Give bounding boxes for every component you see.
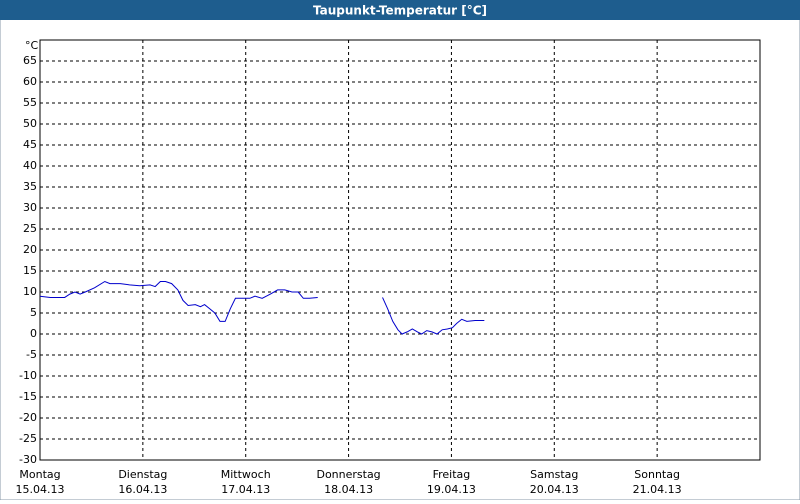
chart-title: Taupunkt-Temperatur [°C] — [313, 4, 487, 18]
y-tick-label: -10 — [19, 369, 37, 382]
y-tick-label: 45 — [23, 138, 37, 151]
y-tick-label: 55 — [23, 96, 37, 109]
y-unit: °C — [25, 39, 39, 52]
y-tick-label: 5 — [30, 306, 37, 319]
y-tick-label: -30 — [19, 453, 37, 466]
x-tick-label: Sonntag — [634, 468, 680, 481]
x-tick-label: Montag — [19, 468, 60, 481]
x-tick-label: Samstag — [530, 468, 578, 481]
x-tick-date: 16.04.13 — [118, 483, 167, 496]
x-tick-date: 17.04.13 — [221, 483, 270, 496]
x-tick-date: 20.04.13 — [530, 483, 579, 496]
x-tick-date: 15.04.13 — [16, 483, 65, 496]
x-tick-date: 18.04.13 — [324, 483, 373, 496]
y-tick-label: 0 — [30, 327, 37, 340]
x-tick-label: Freitag — [433, 468, 471, 481]
x-tick-date: 21.04.13 — [633, 483, 682, 496]
y-tick-label: 25 — [23, 222, 37, 235]
x-tick-label: Dienstag — [118, 468, 167, 481]
data-line — [39, 280, 485, 335]
x-tick-date: 19.04.13 — [427, 483, 476, 496]
y-tick-label: -5 — [26, 348, 37, 361]
y-tick-label: 35 — [23, 180, 37, 193]
y-tick-label: 30 — [23, 201, 37, 214]
x-tick-label: Donnerstag — [316, 468, 380, 481]
title-bar — [0, 0, 800, 20]
y-tick-label: 40 — [23, 159, 37, 172]
y-tick-label: -25 — [19, 432, 37, 445]
y-tick-label: 50 — [23, 117, 37, 130]
y-tick-label: -15 — [19, 390, 37, 403]
y-tick-label: 20 — [23, 243, 37, 256]
y-tick-label: 65 — [23, 54, 37, 67]
y-tick-label: 10 — [23, 285, 37, 298]
y-tick-label: -20 — [19, 411, 37, 424]
x-tick-label: Mittwoch — [221, 468, 271, 481]
y-tick-label: 60 — [23, 75, 37, 88]
y-tick-label: 15 — [23, 264, 37, 277]
